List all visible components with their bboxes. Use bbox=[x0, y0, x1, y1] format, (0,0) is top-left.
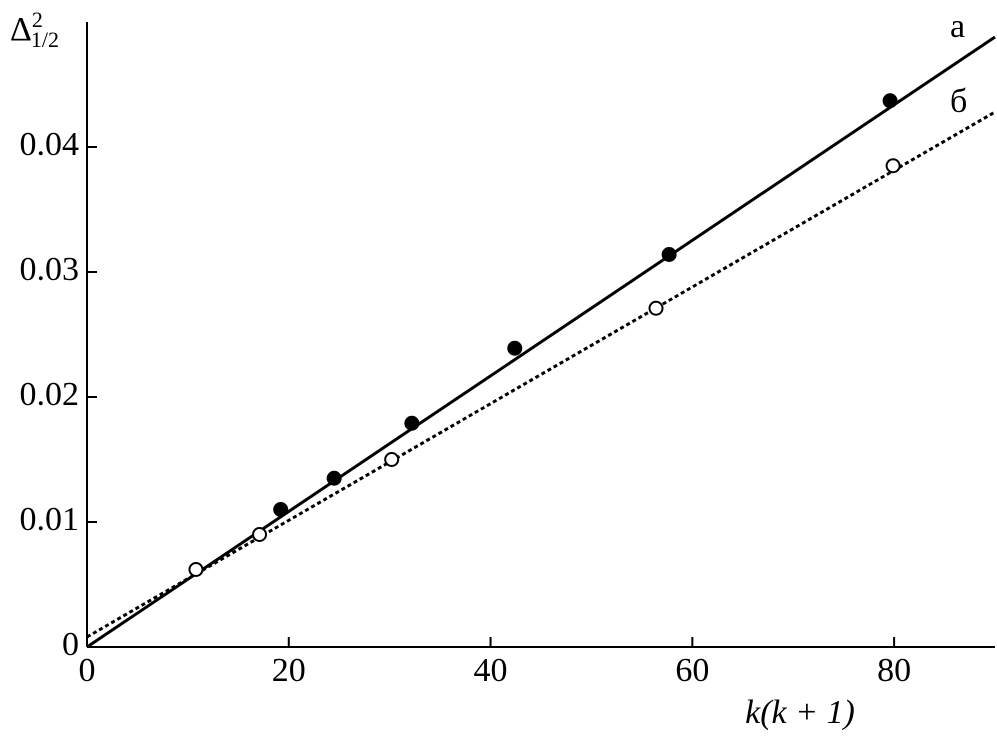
data-point bbox=[384, 452, 400, 467]
data-point bbox=[885, 158, 901, 174]
x-tick-label: 80 bbox=[877, 652, 911, 689]
y-tick-label: 0.01 bbox=[20, 501, 80, 538]
y-tick-label: 0.04 bbox=[20, 126, 80, 163]
y-label-sup: 2 bbox=[32, 7, 43, 32]
x-axis-label: k(k + 1) bbox=[745, 694, 855, 731]
y-tick-label: 0 bbox=[62, 626, 79, 663]
x-tick-label: 20 bbox=[272, 652, 306, 689]
data-point bbox=[648, 300, 664, 316]
y-tick-label: 0.03 bbox=[20, 251, 80, 288]
data-point bbox=[252, 527, 268, 542]
fit-line bbox=[86, 35, 996, 649]
data-point bbox=[404, 415, 420, 431]
data-point bbox=[882, 93, 898, 109]
x-tick-label: 0 bbox=[79, 652, 96, 689]
data-point bbox=[507, 340, 523, 356]
x-tick-label: 60 bbox=[675, 652, 709, 689]
y-label-base: Δ bbox=[10, 11, 32, 48]
fit-line bbox=[86, 110, 996, 639]
y-label-sub: 1/2 bbox=[31, 27, 59, 52]
series-label: а bbox=[950, 8, 965, 45]
series-label: б bbox=[950, 83, 967, 120]
data-point bbox=[326, 470, 342, 486]
y-axis-label: Δ2 1/2 bbox=[10, 7, 59, 52]
y-tick-label: 0.02 bbox=[20, 376, 80, 413]
data-point bbox=[661, 247, 677, 262]
data-point bbox=[273, 502, 289, 517]
x-tick-label: 40 bbox=[474, 652, 508, 689]
data-point bbox=[188, 562, 204, 577]
